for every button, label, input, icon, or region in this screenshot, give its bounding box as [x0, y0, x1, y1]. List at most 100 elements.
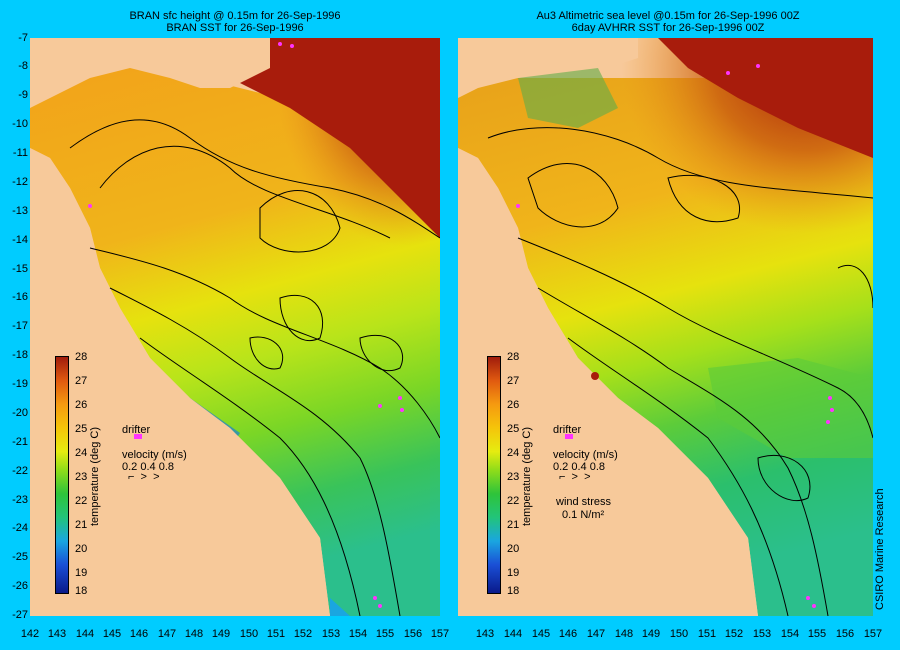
- x-label: 152: [724, 628, 744, 640]
- colorbar-tick: 25: [75, 423, 88, 435]
- x-label: 143: [475, 628, 495, 640]
- y-label: -21: [12, 436, 28, 448]
- colorbar-tick: 22: [75, 495, 88, 507]
- colorbar-tick: 18: [75, 585, 88, 597]
- colorbar-tick: 26: [75, 399, 88, 411]
- x-label: 149: [641, 628, 661, 640]
- y-label: -15: [12, 263, 28, 275]
- colorbar-unit: temperature (deg C): [521, 426, 533, 526]
- y-label: -10: [12, 118, 28, 130]
- y-label: -27: [12, 609, 28, 621]
- x-label: 145: [531, 628, 551, 640]
- x-label: 154: [780, 628, 800, 640]
- y-label: -16: [12, 291, 28, 303]
- x-label: 156: [403, 628, 423, 640]
- y-label: -22: [12, 465, 28, 477]
- y-label: -25: [12, 551, 28, 563]
- colorbar-tick: 27: [507, 375, 520, 387]
- y-label: -7: [18, 32, 28, 44]
- velocity-label: velocity (m/s): [122, 449, 187, 461]
- y-label: -23: [12, 494, 28, 506]
- velocity-values: 0.2 0.4 0.8: [553, 461, 605, 473]
- y-label: -20: [12, 407, 28, 419]
- y-label: -26: [12, 580, 28, 592]
- left-map: [30, 38, 440, 616]
- x-label: 155: [807, 628, 827, 640]
- left-title: BRAN sfc height @ 0.15m for 26-Sep-1996 …: [30, 10, 440, 34]
- right-map-panel: [458, 38, 873, 616]
- right-drifters: [516, 64, 834, 608]
- x-label: 146: [558, 628, 578, 640]
- colorbar-tick: 21: [75, 519, 88, 531]
- x-label: 150: [669, 628, 689, 640]
- colorbar-tick: 21: [507, 519, 520, 531]
- right-title-line1: Au3 Altimetric sea level @0.15m for 26-S…: [536, 10, 800, 22]
- x-label: 157: [863, 628, 883, 640]
- x-label: 157: [430, 628, 450, 640]
- x-label: 149: [211, 628, 231, 640]
- x-label: 152: [293, 628, 313, 640]
- colorbar-tick: 26: [507, 399, 520, 411]
- x-label: 155: [375, 628, 395, 640]
- right-title: Au3 Altimetric sea level @0.15m for 26-S…: [458, 10, 878, 34]
- velocity-arrows: ⌐ > >: [559, 471, 591, 483]
- colorbar-unit: temperature (deg C): [89, 426, 101, 526]
- colorbar-gradient: [55, 356, 69, 594]
- y-label: -17: [12, 320, 28, 332]
- x-label: 150: [239, 628, 259, 640]
- colorbar-tick: 20: [75, 543, 88, 555]
- x-label: 146: [129, 628, 149, 640]
- y-label: -14: [12, 234, 28, 246]
- colorbar-tick: 23: [507, 471, 520, 483]
- x-label: 151: [266, 628, 286, 640]
- colorbar-tick: 22: [507, 495, 520, 507]
- left-map-panel: [30, 38, 440, 616]
- left-contours: [69, 119, 440, 616]
- x-label: 153: [321, 628, 341, 640]
- x-label: 142: [20, 628, 40, 640]
- velocity-label: velocity (m/s): [553, 449, 618, 461]
- right-warm-spot: [591, 372, 599, 380]
- colorbar-tick: 28: [507, 351, 520, 363]
- left-title-line1: BRAN sfc height @ 0.15m for 26-Sep-1996: [129, 10, 341, 22]
- x-label: 154: [348, 628, 368, 640]
- colorbar-tick: 27: [75, 375, 88, 387]
- y-label: -24: [12, 522, 28, 534]
- x-label: 148: [184, 628, 204, 640]
- left-drifters: [88, 42, 404, 608]
- colorbar-tick: 24: [75, 447, 88, 459]
- x-label: 156: [835, 628, 855, 640]
- left-title-line2: BRAN SST for 26-Sep-1996: [166, 22, 304, 34]
- right-map: [458, 38, 873, 616]
- drifter-marker: [565, 434, 573, 439]
- x-label: 148: [614, 628, 634, 640]
- y-label: -19: [12, 378, 28, 390]
- y-label: -13: [12, 205, 28, 217]
- colorbar-tick: 25: [507, 423, 520, 435]
- wind-stress-value: 0.1 N/m²: [562, 509, 605, 521]
- credit-text: CSIRO Marine Research: [874, 488, 886, 610]
- colorbar-tick: 19: [75, 567, 88, 579]
- x-label: 147: [586, 628, 606, 640]
- colorbar-tick: 23: [75, 471, 88, 483]
- right-contours: [487, 127, 873, 616]
- x-label: 143: [47, 628, 67, 640]
- x-label: 151: [697, 628, 717, 640]
- drifter-label: drifter: [122, 424, 151, 436]
- colorbar-tick: 18: [507, 585, 520, 597]
- wind-stress-label: wind stress: [556, 496, 612, 508]
- y-label: -18: [12, 349, 28, 361]
- x-label: 147: [157, 628, 177, 640]
- y-label: -11: [12, 147, 28, 159]
- x-label: 144: [75, 628, 95, 640]
- velocity-values: 0.2 0.4 0.8: [122, 461, 174, 473]
- y-label: -8: [18, 60, 28, 72]
- colorbar-tick: 24: [507, 447, 520, 459]
- drifter-marker: [134, 434, 142, 439]
- y-label: -9: [18, 89, 28, 101]
- x-label: 153: [752, 628, 772, 640]
- colorbar-tick: 20: [507, 543, 520, 555]
- x-label: 144: [503, 628, 523, 640]
- x-label: 145: [102, 628, 122, 640]
- y-label: -12: [12, 176, 28, 188]
